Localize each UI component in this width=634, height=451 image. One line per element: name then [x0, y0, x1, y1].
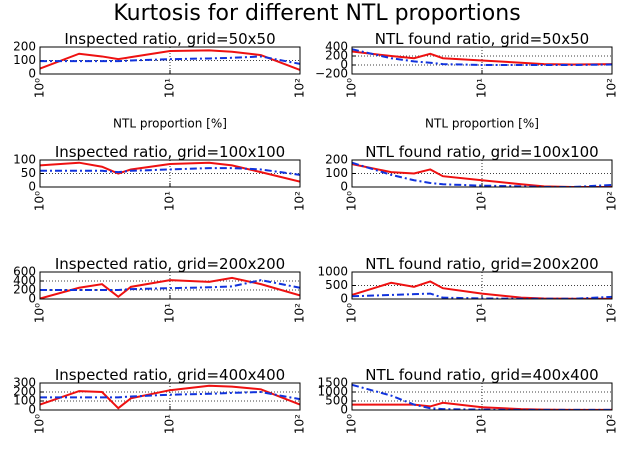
x-tick-label: 10¹ — [163, 414, 177, 434]
x-tick-label: 10² — [293, 303, 307, 323]
x-tick-label: 10⁰ — [33, 414, 47, 434]
x-tick-label: 10² — [605, 303, 619, 323]
y-tick-label: 100 — [13, 53, 36, 67]
y-tick-label: 200 — [325, 153, 348, 167]
subplot-title: NTL found ratio, grid=400x400 — [365, 366, 598, 384]
axes-frame — [39, 271, 301, 300]
subplot-title: Inspected ratio, grid=200x200 — [55, 255, 285, 273]
y-tick-label: 500 — [325, 394, 348, 408]
subplot-title: NTL found ratio, grid=50x50 — [375, 30, 589, 48]
axes-frame — [351, 159, 613, 188]
y-tick-label: 100 — [325, 166, 348, 180]
subplot-title: NTL found ratio, grid=100x100 — [365, 143, 598, 161]
x-tick-label: 10² — [605, 78, 619, 98]
y-tick-label: 50 — [21, 166, 36, 180]
series-line — [40, 49, 300, 71]
x-tick-label: 10¹ — [163, 78, 177, 98]
series-line — [352, 50, 612, 66]
y-tick-label: 200 — [13, 40, 36, 54]
y-tick-label: 0 — [28, 403, 36, 417]
series-line — [40, 167, 300, 176]
subplot-title: Inspected ratio, grid=50x50 — [64, 30, 275, 48]
x-tick-label: 10² — [605, 191, 619, 211]
series-line — [40, 390, 300, 401]
y-tick-label: 0 — [340, 58, 348, 72]
x-tick-label: 10¹ — [475, 191, 489, 211]
y-tick-label: 100 — [13, 153, 36, 167]
series-line — [352, 292, 612, 299]
y-tick-label: 1000 — [317, 265, 348, 279]
series-line — [40, 384, 300, 410]
series-line — [40, 55, 300, 65]
axes-frame — [39, 46, 301, 75]
series-line — [40, 276, 300, 299]
y-tick-label: 0 — [28, 180, 36, 194]
x-tick-label: 10⁰ — [345, 191, 359, 211]
x-tick-label: 10¹ — [163, 191, 177, 211]
axes-frame — [351, 271, 613, 300]
y-tick-label: 1000 — [317, 385, 348, 399]
y-tick-label: 200 — [13, 283, 36, 297]
x-axis-label: NTL proportion [%] — [113, 117, 227, 131]
y-tick-label: 0 — [340, 292, 348, 306]
subplot-title: Inspected ratio, grid=400x400 — [55, 366, 285, 384]
x-tick-label: 10¹ — [163, 303, 177, 323]
x-tick-label: 10⁰ — [345, 414, 359, 434]
figure-title: Kurtosis for different NTL proportions — [113, 1, 520, 26]
x-tick-label: 10⁰ — [33, 191, 47, 211]
y-tick-label: 400 — [325, 40, 348, 54]
subplot-title: NTL found ratio, grid=200x200 — [365, 255, 598, 273]
x-tick-label: 10¹ — [475, 303, 489, 323]
x-tick-label: 10² — [293, 414, 307, 434]
y-tick-label: 100 — [13, 394, 36, 408]
x-tick-label: 10² — [293, 78, 307, 98]
x-tick-label: 10⁰ — [33, 303, 47, 323]
y-tick-label: 0 — [340, 180, 348, 194]
axes-frame — [39, 382, 301, 411]
y-tick-label: 200 — [325, 49, 348, 63]
x-tick-label: 10⁰ — [345, 303, 359, 323]
x-tick-label: 10⁰ — [33, 78, 47, 98]
y-tick-label: 0 — [28, 67, 36, 81]
series-line — [352, 48, 612, 66]
y-tick-label: 0 — [340, 403, 348, 417]
y-tick-label: 0 — [28, 292, 36, 306]
x-axis-label: NTL proportion [%] — [425, 117, 539, 131]
x-tick-label: 10² — [293, 191, 307, 211]
y-tick-label: 500 — [325, 278, 348, 292]
series-line — [40, 279, 300, 291]
axes-frame — [351, 382, 613, 411]
axes-frame — [39, 159, 301, 188]
y-tick-label: −200 — [315, 67, 348, 81]
y-tick-label: 600 — [13, 265, 36, 279]
x-tick-label: 10⁰ — [345, 78, 359, 98]
y-tick-label: 300 — [13, 376, 36, 390]
x-tick-label: 10¹ — [475, 78, 489, 98]
y-tick-label: 200 — [13, 385, 36, 399]
subplot-title: Inspected ratio, grid=100x100 — [55, 143, 285, 161]
x-tick-label: 10¹ — [475, 414, 489, 434]
axes-frame — [351, 46, 613, 75]
x-tick-label: 10² — [605, 414, 619, 434]
y-tick-label: 400 — [13, 274, 36, 288]
y-tick-label: 1500 — [317, 376, 348, 390]
